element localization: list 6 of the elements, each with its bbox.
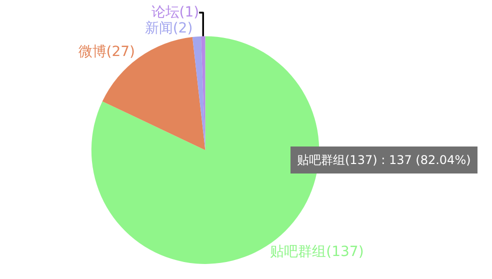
pie-slice xyxy=(200,36,206,150)
slice-label: 贴吧群组(137) xyxy=(270,244,364,260)
slice-label: 微博(27) xyxy=(78,44,136,60)
text: 贴吧群组(137) : 137 (82.04%) xyxy=(297,153,471,167)
slice-label: 新闻(2) xyxy=(144,20,193,37)
slice-label: 论坛(1) xyxy=(151,4,200,21)
